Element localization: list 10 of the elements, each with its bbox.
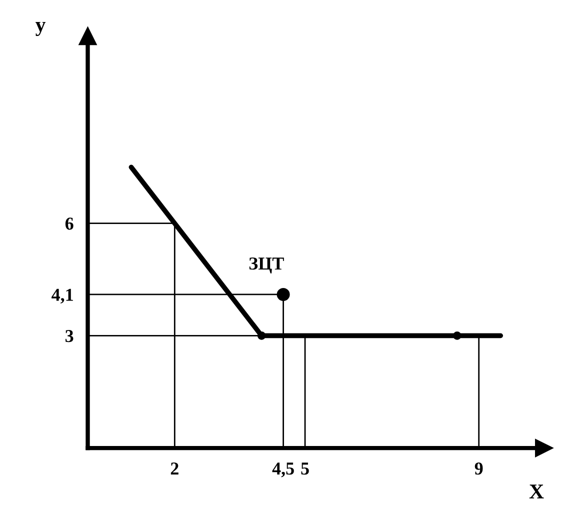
annotation: ЗЦТ bbox=[249, 258, 284, 274]
y-tick-label: 3 bbox=[66, 330, 74, 342]
x-tick-label: 5 bbox=[301, 462, 309, 475]
x-axis-title: X bbox=[529, 484, 544, 498]
y-tick-label: 6 bbox=[65, 218, 74, 230]
x-tick-label: 2 bbox=[170, 462, 178, 474]
x-tick-label: 9 bbox=[474, 462, 483, 475]
y-tick-label: 4,1 bbox=[52, 288, 73, 304]
x-tick-label: 4,5 bbox=[272, 462, 294, 478]
y-axis-title: у bbox=[36, 22, 46, 36]
